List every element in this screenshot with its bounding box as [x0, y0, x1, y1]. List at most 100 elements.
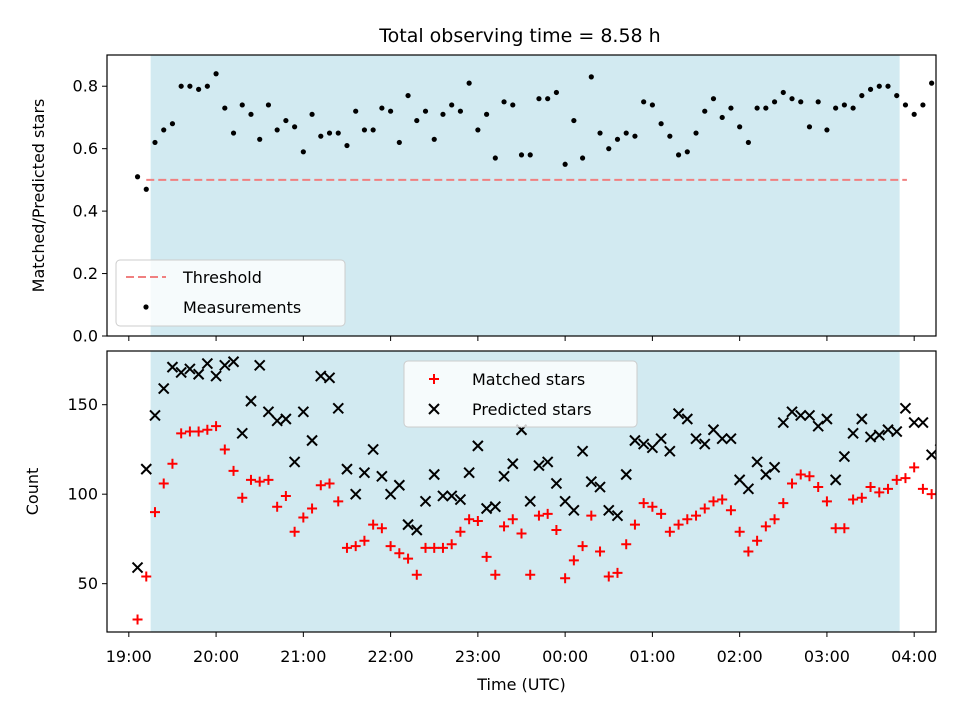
measurement-point: [894, 92, 900, 99]
predicted-star-point: [742, 483, 755, 495]
matched-star-point: [202, 424, 213, 435]
measurement-point: [449, 102, 455, 108]
plot-frame: [106, 54, 937, 337]
predicted-star-point: [646, 441, 659, 454]
legend-measurement-label: Measurements: [183, 298, 301, 317]
measurement-point: [196, 86, 202, 92]
measurement-point: [562, 161, 568, 167]
matched-star-point: [953, 475, 960, 485]
matched-star-point: [307, 503, 318, 514]
matched-star-point: [787, 478, 798, 489]
matched-star-point: [420, 542, 431, 553]
matched-star-point: [752, 535, 763, 546]
predicted-star-point: [838, 450, 851, 463]
predicted-star-point: [411, 524, 423, 536]
legend-measurement-swatch: [143, 304, 149, 310]
predicted-star-point: [236, 427, 248, 440]
matched-star-point: [263, 474, 274, 485]
predicted-star-point: [131, 561, 144, 574]
measurement-point: [606, 146, 612, 152]
legend-box: [115, 259, 346, 327]
matched-star-point: [280, 490, 291, 501]
x-tick-label: 23:00: [455, 647, 501, 666]
measurement-point: [501, 99, 507, 105]
measurement-point: [422, 108, 429, 114]
predicted-star-point: [489, 501, 502, 513]
measurement-point: [239, 102, 245, 108]
matched-star-point: [158, 478, 169, 489]
predicted-star-point: [559, 495, 571, 508]
predicted-star-point: [733, 474, 746, 486]
measurement-point: [204, 83, 210, 89]
measurement-point: [719, 114, 725, 121]
matched-star-point: [760, 521, 771, 532]
predicted-star-point: [402, 518, 414, 531]
x-tick-label: 01:00: [629, 647, 675, 666]
matched-star-point: [289, 526, 300, 537]
matched-star-point: [272, 501, 283, 512]
matched-star-point: [298, 512, 309, 523]
predicted-star-point: [585, 475, 598, 488]
measurement-point: [510, 102, 516, 108]
measurement-point: [396, 139, 402, 146]
predicted-star-point: [376, 470, 388, 482]
matched-star-point: [734, 526, 745, 537]
predicted-star-point: [925, 449, 936, 461]
matched-star-point: [935, 491, 936, 494]
matched-star-point: [769, 514, 780, 525]
predicted-star-point: [541, 456, 554, 468]
matched-star-point: [795, 469, 806, 480]
matched-star-point: [437, 542, 448, 553]
measurement-point: [824, 127, 830, 133]
predicted-star-point: [149, 409, 161, 422]
y-tick-label: 50: [78, 574, 98, 593]
matched-star-point: [926, 489, 936, 500]
predicted-star-point: [917, 416, 929, 429]
measurement-point: [763, 105, 769, 111]
predicted-star-point: [550, 477, 563, 490]
matched-star-point: [691, 510, 702, 521]
matched-star-point: [228, 465, 239, 476]
measurement-point: [658, 121, 664, 127]
measurement-point: [353, 108, 359, 114]
measurement-point: [213, 71, 219, 77]
predicted-star-point: [690, 432, 702, 445]
matched-star-point: [656, 508, 667, 519]
x-tick-label: 20:00: [193, 647, 239, 666]
measurement-point: [361, 127, 368, 133]
x-tick-label: 22:00: [368, 647, 414, 666]
measurement-point: [492, 155, 498, 161]
predicted-star-point: [323, 372, 336, 384]
predicted-star-point: [332, 402, 344, 414]
measurement-point: [161, 127, 167, 133]
matched-star-point: [699, 503, 710, 514]
predicted-star-point: [760, 468, 772, 481]
matched-star-point: [725, 505, 736, 516]
predicted-star-point: [637, 438, 650, 450]
matched-star-point: [673, 519, 684, 530]
matched-star-point: [804, 471, 815, 482]
predicted-star-point: [699, 438, 711, 450]
predicted-star-point: [716, 432, 728, 445]
legend-box: [403, 360, 638, 428]
measurement-point: [440, 111, 446, 117]
matched-star-point: [560, 573, 571, 584]
matched-star-point: [821, 496, 832, 507]
predicted-star-point: [245, 395, 257, 407]
measurement-point: [649, 102, 655, 108]
predicted-star-point: [288, 456, 301, 468]
predicted-star-point: [358, 466, 371, 479]
predicted-star-point: [777, 416, 789, 429]
measurement-point: [938, 90, 943, 95]
matched-star-point: [219, 444, 230, 455]
predicted-star-point: [899, 402, 912, 414]
matched-star-point: [341, 542, 352, 553]
predicted-star-point: [201, 357, 214, 370]
predicted-star-point: [533, 459, 545, 472]
plot-area: [131, 356, 960, 625]
measurement-point: [457, 108, 464, 114]
measurement-point: [841, 102, 847, 108]
top-panel: 0.0 0.2 0.4 0.6 0.8 Matched/Predicted stars Th…: [29, 54, 943, 346]
plot-area: [134, 71, 943, 192]
